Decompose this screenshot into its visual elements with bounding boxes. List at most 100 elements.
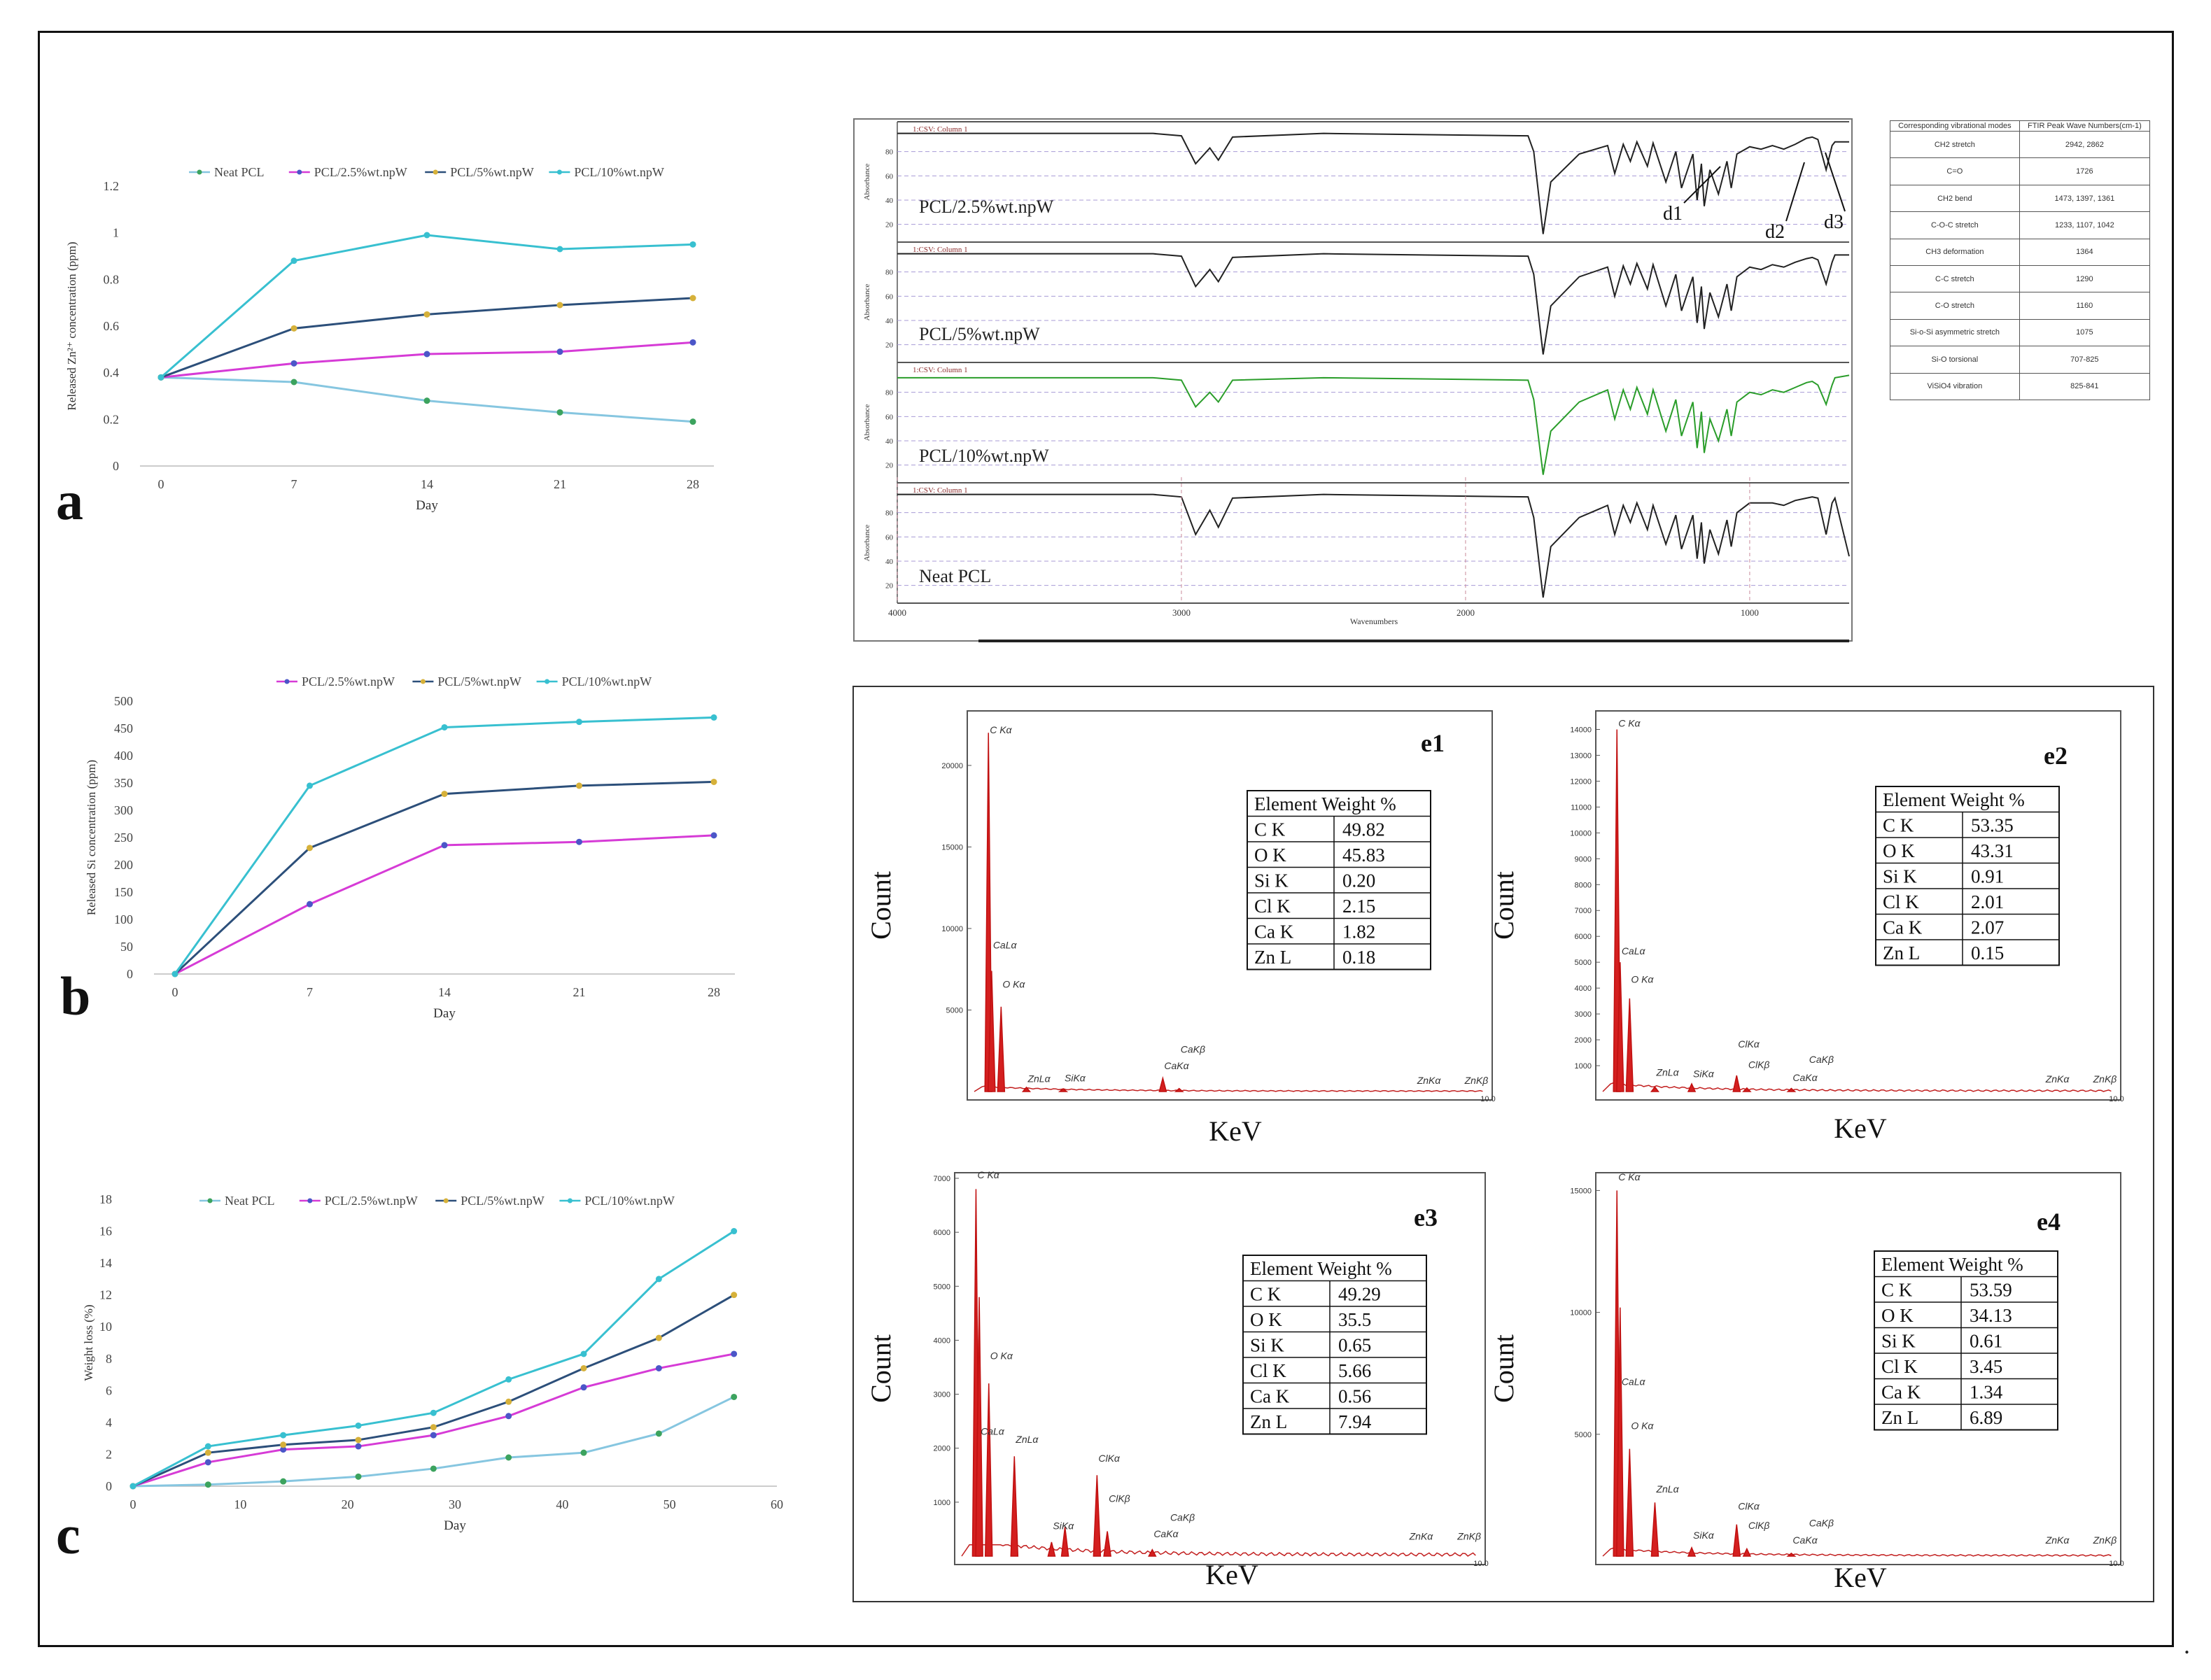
c-ytick-label: 16 xyxy=(99,1224,112,1238)
ftir-table-row: C-C stretch 1290 xyxy=(1890,265,2151,293)
c-data-point xyxy=(655,1430,662,1437)
eds-table-weight: 6.89 xyxy=(1970,1407,2002,1428)
eds-table-weight: 53.35 xyxy=(1971,815,2014,836)
eds-ytick-label: 5000 xyxy=(1575,959,1592,967)
ftir-table-wavenumber-cell: 825-841 xyxy=(2019,372,2151,401)
a-legend-marker xyxy=(297,169,302,175)
eds-ytick-label: 1000 xyxy=(1575,1062,1592,1071)
a-data-point xyxy=(290,379,297,386)
eds-table-element: O K xyxy=(1254,845,1286,866)
eds-peak-label: ClKα xyxy=(1738,1500,1760,1511)
a-data-point xyxy=(423,232,430,239)
ftir-table-mode-cell: C-O-C stretch xyxy=(1890,211,2020,239)
b-data-point xyxy=(710,778,717,785)
ftir-ylabel: Absorbance xyxy=(863,284,871,321)
c-data-point xyxy=(655,1334,662,1341)
chart-e-eds-spectra: 5000 10000 15000 20000 10.0 C Kα CaLα O Kα ZnLα S… xyxy=(852,686,2154,1602)
b-data-point xyxy=(307,782,313,789)
c-legend-label: PCL/10%wt.npW xyxy=(584,1194,675,1208)
c-ytick-label: 8 xyxy=(106,1352,112,1366)
eds-table-weight: 43.31 xyxy=(1971,840,2014,861)
c-ylabel: Weight loss (%) xyxy=(82,1304,95,1381)
a-ytick-label: 1.2 xyxy=(104,179,120,193)
eds-panel-label: e2 xyxy=(2044,742,2068,770)
a-legend-marker xyxy=(433,169,438,175)
c-data-point xyxy=(505,1413,512,1420)
eds-ytick-label: 7000 xyxy=(934,1175,950,1183)
trailing-period: . xyxy=(2184,1631,2190,1659)
eds-peak xyxy=(1093,1475,1102,1557)
a-xtick-label: 14 xyxy=(421,477,433,491)
eds-peak-label: ZnKα xyxy=(2045,1534,2070,1546)
c-legend-label: PCL/2.5%wt.npW xyxy=(325,1194,418,1208)
eds-xend-label: 10.0 xyxy=(1473,1560,1488,1568)
c-ytick-label: 12 xyxy=(99,1288,112,1302)
eds-ytick-label: 5000 xyxy=(1575,1431,1592,1439)
b-ytick-label: 500 xyxy=(114,694,133,708)
eds-table-weight: 49.29 xyxy=(1338,1284,1381,1305)
ftir-table-mode-cell: C-O stretch xyxy=(1890,292,2020,320)
b-xtick-label: 21 xyxy=(573,985,586,999)
eds-table-weight: 0.20 xyxy=(1342,870,1375,891)
c-data-point xyxy=(430,1409,437,1416)
ftir-xtick-label: 3000 xyxy=(1172,607,1191,618)
ftir-table-wavenumber-cell: 1290 xyxy=(2019,265,2151,293)
chart-c-weight-loss: 0 2 4 6 8 10 12 14 16 18 0 10 20 30 40 50 60 Day Weight lo… xyxy=(49,1176,819,1567)
eds-table-element: Ca K xyxy=(1254,922,1294,943)
eds-peak-label: CaLα xyxy=(993,940,1018,951)
eds-table-weight: 3.45 xyxy=(1970,1356,2002,1377)
eds-table-weight: 7.94 xyxy=(1338,1411,1372,1432)
b-series-line xyxy=(174,780,715,975)
ftir-table-row: CH2 bend 1473, 1397, 1361 xyxy=(1890,184,2151,213)
eds-table-weight: 1.34 xyxy=(1970,1382,2003,1403)
c-data-point xyxy=(355,1422,362,1429)
c-xtick-label: 20 xyxy=(342,1497,354,1511)
ftir-strip-header: 1:CSV: Column 1 xyxy=(913,366,968,374)
eds-ytick-label: 15000 xyxy=(941,843,963,852)
c-ytick-label: 14 xyxy=(99,1256,112,1270)
ftir-ylabel: Absorbance xyxy=(863,164,871,201)
chart-a-zinc-release: 0 0.2 0.4 0.6 0.8 1 1.2 0 7 14 21 28 Day Released Zn²… xyxy=(49,147,770,539)
ftir-table-row: ViSiO4 vibration 825-841 xyxy=(1890,372,2151,401)
c-data-point xyxy=(655,1364,662,1371)
eds-peak-label: C Kα xyxy=(990,724,1012,735)
ftir-table-mode-cell: C-C stretch xyxy=(1890,265,2020,293)
chart-d-ftir-spectra: 20 40 60 80 1:CSV: Column 1 Absorbance PCL/2.5… xyxy=(852,118,1853,649)
eds-table-header: Element Weight % xyxy=(1254,793,1396,814)
eds-table-weight: 35.5 xyxy=(1338,1309,1371,1330)
eds-peak-label: CaLα xyxy=(1622,945,1646,957)
a-data-point xyxy=(290,360,297,367)
eds-table-frame xyxy=(1247,790,1431,970)
eds-xend-label: 10.0 xyxy=(2109,1095,2124,1103)
chart-c-svg: 0 2 4 6 8 10 12 14 16 18 0 10 20 30 40 50 60 Day Weight lo… xyxy=(56,1192,783,1565)
a-xtick-label: 28 xyxy=(687,477,699,491)
eds-peak-label: C Kα xyxy=(977,1169,999,1180)
ftir-table-header-row: Corresponding vibrational modes FTIR Pea… xyxy=(1890,120,2151,132)
ftir-table-wavenumber-cell: 1233, 1107, 1042 xyxy=(2019,211,2151,239)
eds-peak xyxy=(1103,1531,1111,1557)
ftir-table-mode-cell: C=O xyxy=(1890,157,2020,185)
ftir-ytick-label: 20 xyxy=(885,582,894,591)
eds-peak-label: ZnKα xyxy=(1409,1531,1434,1542)
c-data-point xyxy=(355,1437,362,1443)
b-data-point xyxy=(576,838,582,845)
b-data-point xyxy=(576,782,582,789)
c-data-point xyxy=(505,1376,512,1383)
ftir-table-row: Si-O torsional 707-825 xyxy=(1890,346,2151,374)
ftir-table-row: CH3 deformation 1364 xyxy=(1890,238,2151,267)
b-ytick-label: 100 xyxy=(114,912,133,926)
eds-table-frame xyxy=(1875,786,2060,966)
ftir-table-wavenumber-cell: 1726 xyxy=(2019,157,2151,185)
b-panel-label: b xyxy=(60,966,90,1026)
c-xlabel: Day xyxy=(444,1518,466,1533)
eds-peak xyxy=(1650,1502,1659,1557)
ftir-spectrum-line xyxy=(897,374,1850,475)
eds-peak-label: ZnKβ xyxy=(1464,1075,1489,1086)
eds-table-element: Si K xyxy=(1883,866,1917,887)
eds-peak-label: SiKα xyxy=(1693,1530,1715,1541)
eds-ytick-label: 3000 xyxy=(1575,1010,1592,1019)
eds-peak-label: O Kα xyxy=(1002,979,1025,990)
eds-table-weight: 5.66 xyxy=(1338,1360,1371,1381)
ftir-peak-arrow xyxy=(1785,162,1805,222)
b-ytick-label: 450 xyxy=(114,721,133,735)
